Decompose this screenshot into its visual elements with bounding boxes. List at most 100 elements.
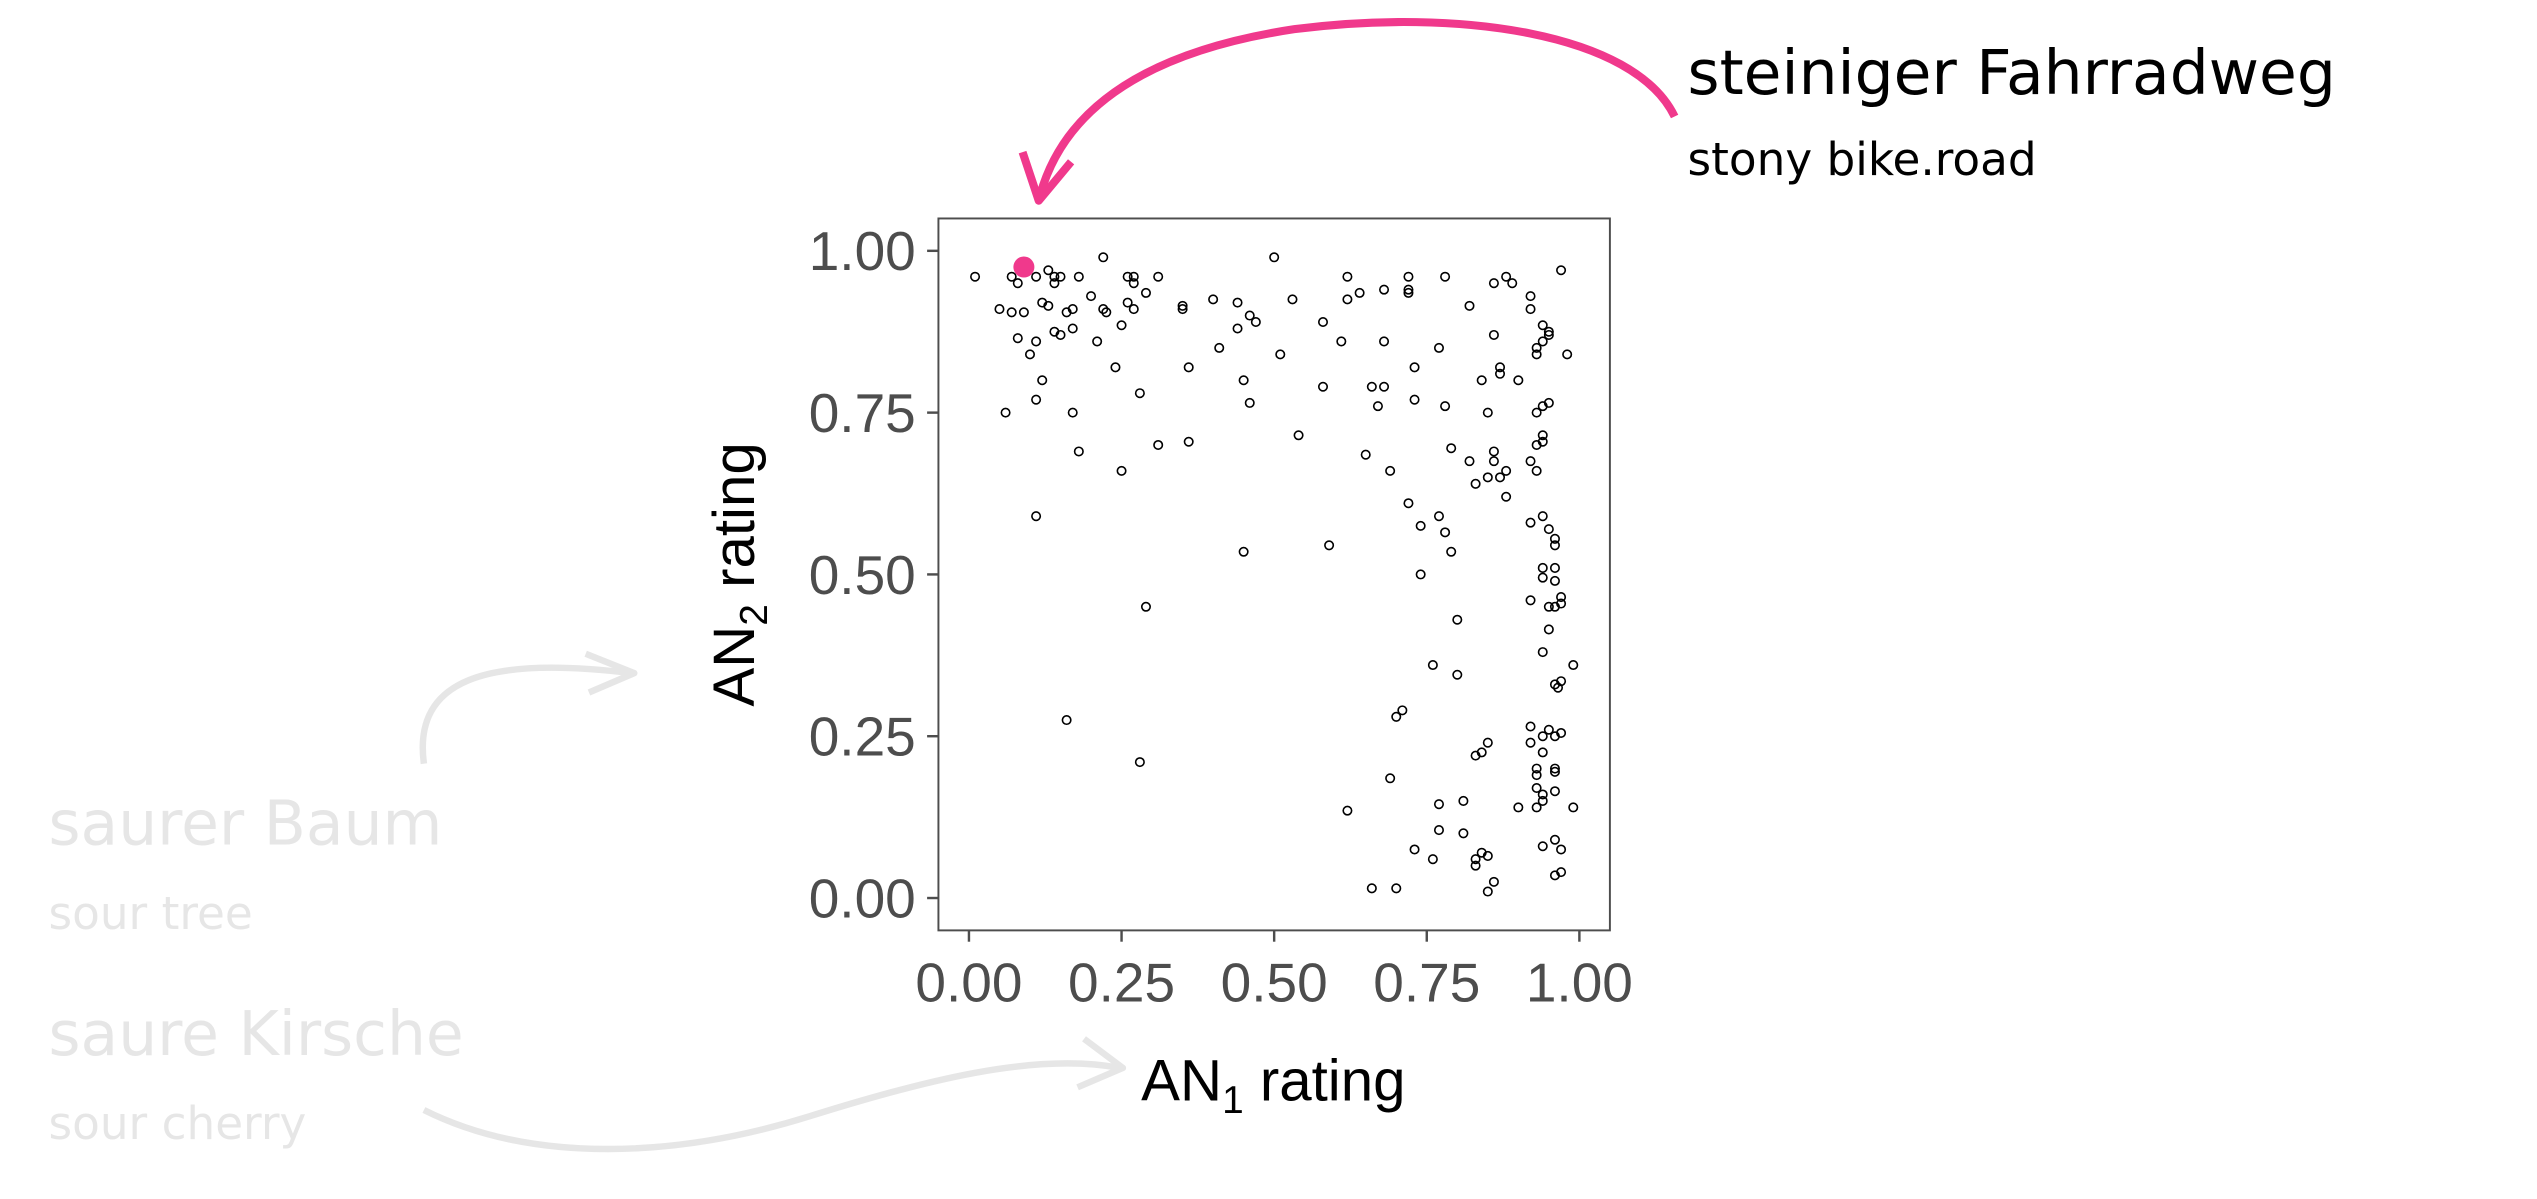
data-point — [1043, 300, 1054, 311]
data-point — [1012, 333, 1023, 344]
data-point — [1440, 401, 1451, 412]
data-point — [1049, 271, 1060, 282]
data-point — [1000, 407, 1011, 418]
data-point — [1433, 511, 1444, 522]
data-point — [1464, 456, 1475, 467]
data-point — [1391, 711, 1402, 722]
data-point — [1488, 446, 1499, 457]
faded-label-2: saure Kirsche — [49, 999, 464, 1070]
data-point — [1140, 287, 1151, 298]
data-point — [1537, 731, 1548, 742]
data-point — [1086, 291, 1097, 302]
data-point — [1122, 297, 1133, 308]
y-axis-label: AN2 rating — [702, 442, 776, 706]
data-point — [1336, 336, 1347, 347]
data-point — [1098, 304, 1109, 315]
data-point — [1537, 795, 1548, 806]
data-point — [1488, 456, 1499, 467]
data-point — [1549, 533, 1560, 544]
data-point — [1067, 323, 1078, 334]
data-point — [1513, 375, 1524, 386]
data-point — [1452, 614, 1463, 625]
x-tick-label: 1.00 — [1526, 952, 1633, 1014]
highlight-arrow — [1036, 17, 1679, 196]
highlight-annotation: steiniger Fahrradweg stony bike.road — [1018, 17, 2336, 205]
data-point — [1116, 465, 1127, 476]
data-point — [1552, 682, 1564, 693]
data-point — [1537, 562, 1548, 573]
data-point — [1476, 375, 1487, 386]
data-point — [1440, 527, 1451, 538]
data-point — [1024, 349, 1036, 360]
data-point — [1342, 805, 1353, 816]
data-point — [1543, 624, 1554, 635]
data-point — [1525, 304, 1536, 315]
data-point — [1317, 316, 1329, 328]
data-point — [1214, 342, 1225, 353]
data-point — [1043, 265, 1054, 276]
data-point — [1531, 782, 1542, 794]
data-point — [1379, 284, 1390, 295]
data-point — [1507, 278, 1518, 289]
highlight-translation: stony bike.road — [1688, 133, 2037, 186]
data-point — [1177, 300, 1188, 311]
data-point — [1537, 841, 1548, 852]
data-point — [1482, 886, 1493, 897]
data-point — [1403, 287, 1414, 298]
data-point — [1427, 854, 1438, 865]
data-point — [1092, 336, 1103, 347]
data-point — [1458, 828, 1469, 839]
data-point — [1525, 595, 1536, 606]
data-point — [1140, 601, 1151, 612]
data-point — [1415, 569, 1426, 580]
data-point — [1543, 397, 1554, 408]
data-point — [1531, 342, 1542, 353]
data-point — [1385, 465, 1396, 476]
data-point — [994, 304, 1005, 315]
data-point — [1543, 326, 1554, 337]
data-point — [1433, 825, 1444, 836]
data-point — [1031, 511, 1042, 522]
data-point — [1537, 647, 1548, 658]
data-point — [1556, 265, 1567, 276]
data-point — [1470, 854, 1481, 865]
highlight-arrow-head — [1018, 150, 1075, 205]
data-point — [1549, 575, 1560, 586]
data-point — [1501, 491, 1512, 502]
y-tick-label: 0.50 — [809, 544, 916, 606]
data-point — [1031, 271, 1042, 282]
x-axis-label: AN1 rating — [1141, 1048, 1405, 1122]
data-point — [1031, 336, 1042, 347]
y-tick-label: 1.00 — [809, 220, 916, 282]
x-tick-label: 0.00 — [915, 952, 1022, 1014]
data-point — [1317, 381, 1329, 392]
data-point — [1183, 362, 1194, 373]
data-point — [1153, 439, 1164, 450]
data-point — [1549, 562, 1560, 573]
data-point — [1134, 757, 1145, 768]
data-point — [1208, 294, 1219, 305]
plot-panel — [937, 217, 1611, 932]
data-point — [1073, 446, 1084, 457]
data-point — [1403, 284, 1414, 295]
data-point — [1366, 381, 1377, 392]
data-point — [1549, 834, 1560, 845]
data-point — [1244, 310, 1255, 321]
faded-arrow-2-head — [1076, 1036, 1127, 1091]
highlighted-data-point — [1013, 256, 1035, 278]
data-point — [1531, 802, 1542, 813]
data-point — [1037, 375, 1048, 386]
highlight-label: steiniger Fahrradweg — [1688, 38, 2336, 109]
data-point — [1495, 472, 1506, 483]
data-point — [1537, 511, 1548, 522]
data-point — [1433, 342, 1444, 353]
data-point — [1433, 799, 1444, 810]
faded-translation-2: sour cherry — [49, 1097, 307, 1150]
data-point — [1537, 747, 1548, 758]
data-point — [1531, 770, 1542, 781]
data-point — [1446, 546, 1457, 557]
data-point — [1495, 368, 1506, 379]
data-point — [1446, 443, 1457, 454]
data-point — [1128, 304, 1139, 315]
data-point — [1531, 465, 1542, 476]
